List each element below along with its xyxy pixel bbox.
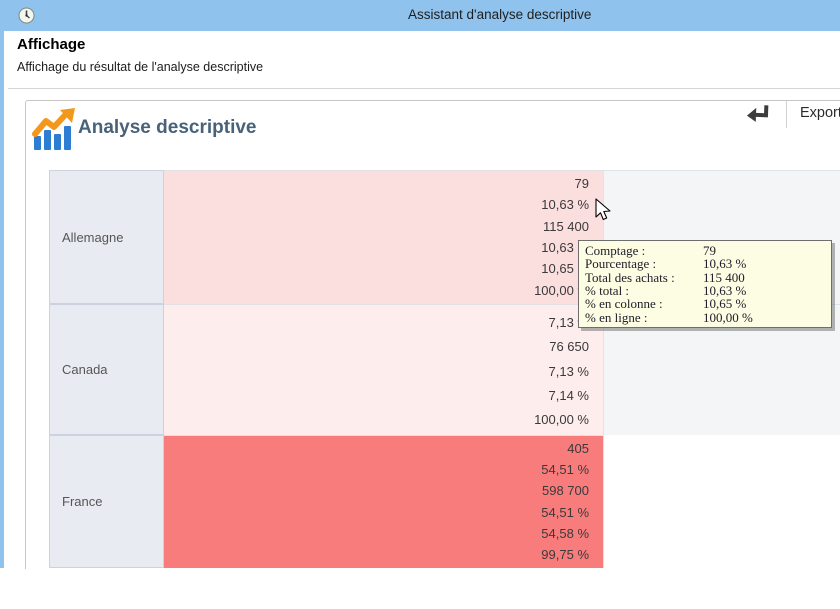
window-title: Assistant d'analyse descriptive	[408, 7, 592, 22]
window-left-border	[0, 31, 4, 568]
cell-value: 54,58 %	[541, 525, 589, 541]
row-header-allemagne[interactable]: Allemagne	[49, 170, 164, 304]
cell-value: 100,00 %	[534, 282, 589, 298]
bar-chart-icon	[32, 108, 75, 150]
tooltip-label: Comptage :	[585, 243, 646, 259]
cell-value: 10,63 %	[541, 197, 589, 213]
tooltip-value: 10,63 %	[703, 256, 747, 272]
page-subtitle: Affichage du résultat de l'analyse descr…	[17, 60, 264, 74]
tooltip-label: % en ligne :	[585, 309, 648, 325]
tooltip-value: 115 400	[703, 269, 745, 285]
app-icon	[18, 7, 35, 24]
export-button[interactable]: Exporter	[800, 105, 840, 121]
back-arrow-icon[interactable]	[744, 103, 772, 127]
page-title: Affichage	[17, 36, 86, 53]
toolbar-separator	[786, 101, 787, 128]
tooltip-label: % en colonne :	[585, 296, 663, 312]
titlebar: Assistant d'analyse descriptive	[0, 0, 840, 31]
cell-value: 54,51 %	[541, 504, 589, 520]
panel-title: Analyse descriptive	[78, 117, 257, 138]
header-divider	[8, 88, 840, 89]
row-header-france[interactable]: France	[49, 435, 164, 568]
data-cell-allemagne[interactable]: 79 10,63 % 115 400 10,63 % 10,65 % 100,0…	[164, 170, 604, 304]
cell-tooltip: Comptage : 79 Pourcentage : 10,63 % Total …	[578, 240, 832, 328]
tooltip-label: Total des achats :	[585, 269, 675, 285]
tooltip-value: 10,63 %	[703, 283, 747, 299]
row-header-canada[interactable]: Canada	[49, 304, 164, 435]
data-cell-canada[interactable]: 7,13 % 76 650 7,13 % 7,14 % 100,00 %	[164, 304, 604, 435]
tooltip-label: % total :	[585, 283, 630, 299]
row-label: Allemagne	[62, 229, 124, 245]
cell-value: 100,00 %	[534, 412, 589, 428]
tooltip-label: Pourcentage :	[585, 256, 657, 272]
row-label: Canada	[62, 362, 108, 377]
cell-value: 79	[574, 176, 589, 192]
row-label: France	[62, 494, 103, 509]
cell-value: 115 400	[542, 218, 589, 234]
cell-value: 10,65 %	[541, 261, 589, 277]
cell-value: 7,14 %	[548, 387, 589, 403]
cell-value: 10,63 %	[541, 240, 589, 256]
cell-value: 76 650	[549, 339, 589, 355]
tooltip-value: 79	[703, 243, 716, 259]
page-header: Affichage Affichage du résultat de l'ana…	[17, 36, 263, 74]
cell-value: 7,13 %	[548, 363, 589, 379]
cell-value: 405	[567, 441, 589, 457]
cell-value: 598 700	[542, 483, 589, 499]
cell-value: 54,51 %	[541, 462, 589, 478]
cell-value: 7,13 %	[548, 314, 589, 330]
tooltip-value: 10,65 %	[703, 296, 747, 312]
tooltip-value: 100,00 %	[703, 309, 753, 325]
data-cell-france[interactable]: 405 54,51 % 598 700 54,51 % 54,58 % 99,7…	[164, 435, 604, 568]
cell-value: 99,75 %	[541, 546, 589, 562]
